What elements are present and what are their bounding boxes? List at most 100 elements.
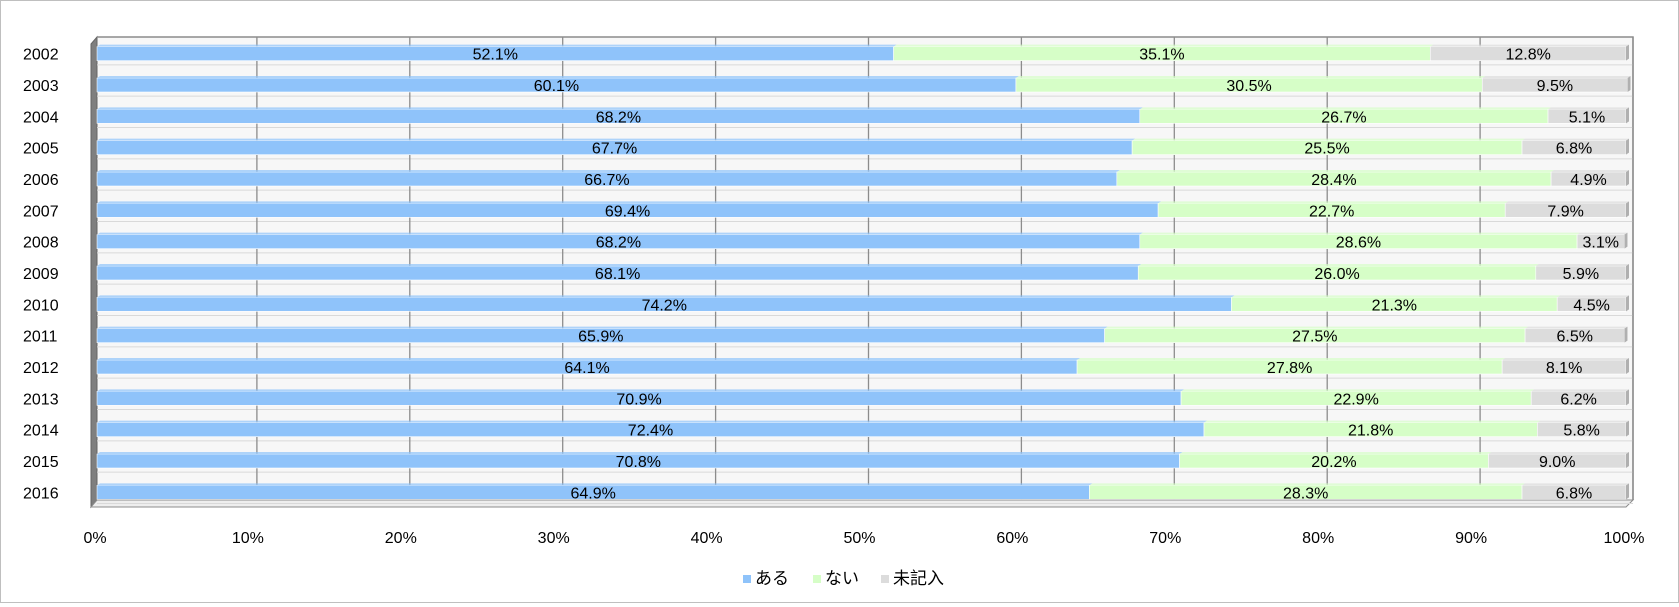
bar-end-cap (1627, 76, 1631, 92)
data-label: 65.9% (578, 329, 623, 346)
bar-segment-top (1525, 326, 1628, 329)
bar-segment-top (1089, 483, 1526, 486)
bar-end-cap (1626, 264, 1629, 280)
bar-segment-top (1139, 232, 1581, 235)
bar-segment-top (97, 76, 1019, 78)
bar-end-cap (1626, 483, 1629, 500)
data-label: 67.7% (592, 141, 637, 158)
data-label: 64.9% (570, 485, 615, 502)
bar-end-cap (1626, 138, 1629, 155)
bar-end-cap (1624, 232, 1628, 249)
data-label: 6.8% (1556, 485, 1592, 502)
data-label: 52.1% (473, 47, 518, 64)
bar-segment-top (97, 138, 1136, 141)
data-label: 60.1% (534, 78, 579, 95)
legend-label: ある (755, 569, 789, 588)
category-label: 2015 (23, 454, 59, 471)
bar-segment-top (1537, 420, 1629, 423)
data-label: 5.8% (1563, 423, 1599, 440)
data-label: 25.5% (1304, 141, 1349, 158)
bar-segment-top (1116, 170, 1555, 172)
bar-segment-top (1482, 76, 1631, 78)
x-tick-label: 50% (843, 530, 875, 547)
legend-swatch (881, 575, 889, 583)
data-label: 30.5% (1226, 78, 1271, 95)
bar-segment-top (1179, 452, 1492, 454)
category-label: 2012 (23, 360, 59, 377)
bar-segment-top (1077, 358, 1506, 360)
bar-end-cap (1626, 452, 1629, 468)
bar-end-cap (1626, 295, 1629, 312)
data-label: 74.2% (642, 297, 687, 314)
category-label: 2006 (23, 172, 59, 189)
x-tick-label: 100% (1604, 530, 1645, 547)
bar-segment-top (97, 232, 1143, 235)
bar-segment-top (97, 420, 1207, 423)
bar-segment-top (1548, 107, 1629, 110)
bar-segment-top (1551, 170, 1629, 172)
data-label: 70.9% (616, 391, 661, 408)
data-label: 6.2% (1560, 391, 1596, 408)
x-tick-label: 80% (1302, 530, 1334, 547)
data-label: 28.3% (1283, 485, 1328, 502)
bar-end-cap (1626, 201, 1629, 218)
x-tick-label: 30% (538, 530, 570, 547)
data-label: 21.8% (1348, 423, 1393, 440)
data-label: 28.6% (1336, 235, 1381, 252)
data-label: 4.5% (1573, 297, 1609, 314)
bar-segment-top (1104, 326, 1529, 329)
x-tick-label: 0% (83, 530, 106, 547)
data-label: 28.4% (1311, 172, 1356, 189)
bar-segment-top (97, 483, 1093, 486)
bar-segment-top (1132, 138, 1526, 141)
legend-label: ない (825, 569, 859, 588)
data-label: 66.7% (584, 172, 629, 189)
data-label: 26.7% (1321, 109, 1366, 126)
bar-segment-top (97, 389, 1185, 392)
x-tick-label: 60% (996, 530, 1028, 547)
bar-segment-top (1522, 138, 1629, 141)
data-label: 21.3% (1372, 297, 1417, 314)
bar-segment-top (1139, 107, 1552, 110)
bar-segment-top (1181, 389, 1535, 392)
x-tick-label: 10% (232, 530, 264, 547)
bar-segment-top (97, 201, 1162, 204)
bar-segment-top (97, 358, 1081, 360)
bar-segment-top (1430, 44, 1629, 47)
data-label: 7.9% (1547, 203, 1583, 220)
category-label: 2010 (23, 297, 59, 314)
category-label: 2003 (23, 78, 59, 95)
data-label: 3.1% (1583, 235, 1619, 252)
data-label: 35.1% (1139, 47, 1184, 64)
bar-end-cap (1624, 326, 1628, 343)
data-label: 6.5% (1557, 329, 1593, 346)
data-label: 4.9% (1570, 172, 1606, 189)
bar-segment-top (97, 44, 897, 47)
bar-segment-top (1531, 389, 1629, 392)
legend-swatch (813, 575, 821, 583)
x-tick-label: 90% (1455, 530, 1487, 547)
category-labels: 2002 2003 2004 2005 2006 2007 2008 2009 2010 2011… (23, 47, 59, 503)
bar-segment-top (97, 264, 1142, 266)
data-label: 5.1% (1569, 109, 1605, 126)
bar-segment-top (1231, 295, 1561, 298)
data-label: 6.8% (1556, 141, 1592, 158)
x-tick-label: 20% (385, 530, 417, 547)
bar-segment-top (97, 452, 1183, 454)
bar-segment-top (1502, 358, 1629, 360)
bar-end-cap (1626, 44, 1629, 61)
data-label: 9.5% (1537, 78, 1573, 95)
data-label: 8.1% (1546, 360, 1582, 377)
data-label: 26.0% (1314, 266, 1359, 283)
bar-segment-top (1535, 264, 1629, 266)
category-label: 2004 (23, 109, 59, 126)
category-label: 2007 (23, 203, 59, 220)
data-label: 22.9% (1333, 391, 1378, 408)
category-label: 2013 (23, 391, 59, 408)
bar-segment-top (97, 326, 1108, 329)
category-label: 2008 (23, 235, 59, 252)
category-label: 2016 (23, 485, 59, 502)
bar-segment-top (1138, 264, 1539, 266)
data-label: 72.4% (628, 423, 673, 440)
